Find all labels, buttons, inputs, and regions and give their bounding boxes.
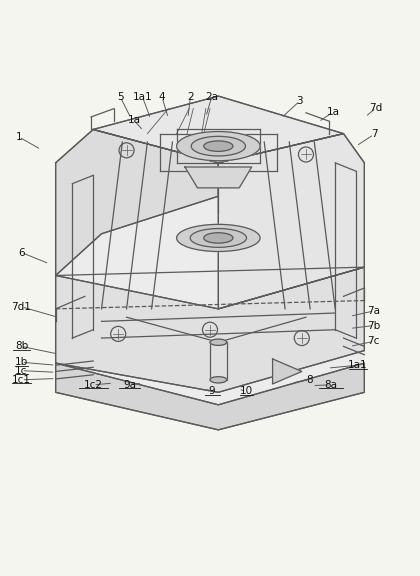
Polygon shape (93, 96, 344, 163)
Text: 1a1: 1a1 (133, 92, 152, 102)
Text: 7a: 7a (367, 306, 380, 316)
Polygon shape (55, 267, 365, 392)
Polygon shape (218, 134, 365, 309)
Text: 7d: 7d (370, 103, 383, 113)
Text: 8: 8 (306, 375, 312, 385)
Text: 6: 6 (18, 248, 25, 257)
Ellipse shape (177, 131, 260, 161)
Text: 7d1: 7d1 (11, 302, 32, 312)
Ellipse shape (190, 229, 247, 247)
Text: 2a: 2a (205, 92, 218, 102)
Ellipse shape (191, 137, 245, 156)
Text: 1a: 1a (327, 107, 340, 117)
Text: 2: 2 (187, 92, 194, 102)
Text: 9a: 9a (123, 380, 136, 390)
Text: 1c2: 1c2 (84, 380, 102, 390)
Text: 1b: 1b (15, 357, 28, 367)
Text: 10: 10 (240, 386, 253, 396)
Text: 5: 5 (117, 92, 123, 102)
Text: 8b: 8b (15, 342, 28, 351)
Polygon shape (55, 109, 365, 405)
Text: 1c: 1c (15, 366, 28, 376)
Text: 8a: 8a (325, 380, 338, 390)
Text: 1a1: 1a1 (348, 360, 368, 370)
Text: 1c1: 1c1 (12, 375, 31, 385)
Polygon shape (55, 130, 218, 275)
Ellipse shape (177, 225, 260, 252)
Ellipse shape (210, 339, 227, 346)
Ellipse shape (204, 233, 233, 243)
Text: 7: 7 (371, 130, 377, 139)
Text: 1a: 1a (128, 115, 141, 125)
Text: 7c: 7c (368, 336, 380, 346)
Ellipse shape (210, 377, 227, 383)
Text: 7b: 7b (367, 321, 380, 331)
Polygon shape (185, 167, 252, 188)
Text: 1: 1 (16, 132, 22, 142)
Polygon shape (55, 363, 365, 430)
Ellipse shape (204, 141, 233, 151)
Text: 3: 3 (297, 96, 303, 106)
Text: 4: 4 (159, 92, 165, 102)
Text: 9: 9 (209, 386, 215, 396)
Polygon shape (273, 359, 302, 384)
